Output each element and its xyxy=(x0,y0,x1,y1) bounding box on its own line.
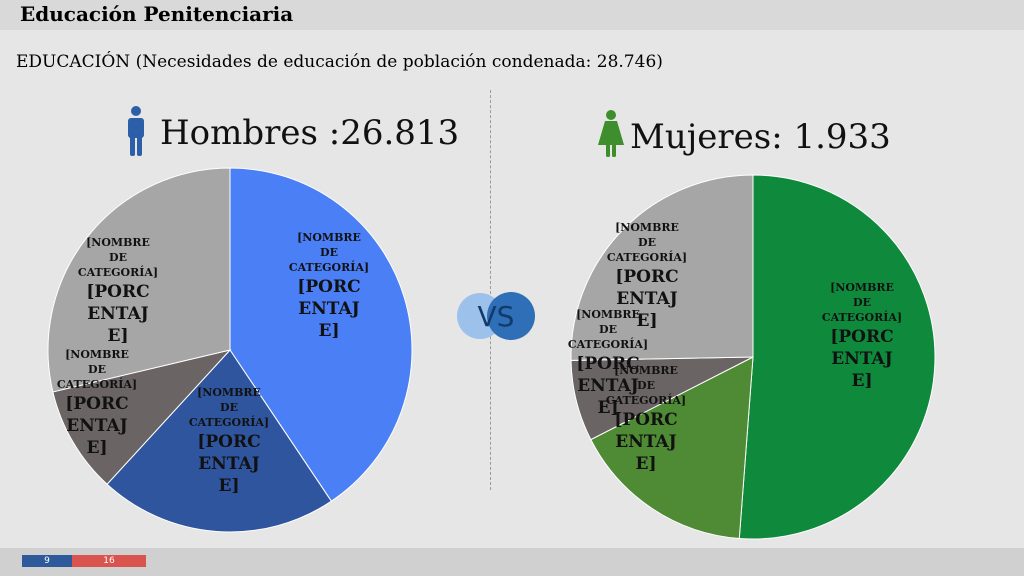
divider xyxy=(490,90,491,490)
women-slice-2 xyxy=(590,356,754,540)
footer-bar xyxy=(0,548,1024,576)
subtitle: EDUCACIÓN (Necesidades de educación de p… xyxy=(16,52,663,72)
women-slice-4-label: [NOMBRE DE CATEGORÍA] [PORC ENTAJ E] xyxy=(607,221,687,331)
men-slice-1-label: [NOMBRE DE CATEGORÍA] [PORC ENTAJ E] xyxy=(289,231,369,341)
women-slice-1 xyxy=(738,174,936,540)
vs-label: VS xyxy=(478,300,515,333)
men-heading: Hombres :26.813 xyxy=(160,113,460,153)
pie-chart-women: [NOMBRE DE CATEGORÍA] [PORC ENTAJ E][NOMBRE DE… xyxy=(568,174,936,540)
vs-badge: VS xyxy=(457,292,535,340)
woman-icon xyxy=(598,110,624,157)
title-bar xyxy=(0,0,1024,30)
men-slice-3-label: [NOMBRE DE CATEGORÍA] [PORC ENTAJ E] xyxy=(57,348,137,458)
women-slice-3-label: [NOMBRE DE CATEGORÍA] [PORC ENTAJ E] xyxy=(568,308,648,418)
page-total: 16 xyxy=(72,555,146,567)
women-slice-2-label: [NOMBRE DE CATEGORÍA] [PORC ENTAJ E] xyxy=(606,364,686,474)
men-slice-4 xyxy=(47,167,231,393)
man-icon xyxy=(128,106,144,156)
page-current: 9 xyxy=(22,555,72,567)
women-slice-1-label: [NOMBRE DE CATEGORÍA] [PORC ENTAJ E] xyxy=(822,281,902,391)
women-heading: Mujeres: 1.933 xyxy=(630,117,891,157)
men-slice-3 xyxy=(52,349,232,485)
men-slice-4-label: [NOMBRE DE CATEGORÍA] [PORC ENTAJ E] xyxy=(78,236,158,346)
men-slice-2-label: [NOMBRE DE CATEGORÍA] [PORC ENTAJ E] xyxy=(189,386,269,496)
pie-chart-men: [NOMBRE DE CATEGORÍA] [PORC ENTAJ E][NOMBRE DE… xyxy=(47,167,413,533)
page-title: Educación Penitenciaria xyxy=(20,2,294,26)
women-slice-4 xyxy=(570,174,754,361)
men-slice-2 xyxy=(106,349,333,533)
men-slice-1 xyxy=(229,167,413,502)
